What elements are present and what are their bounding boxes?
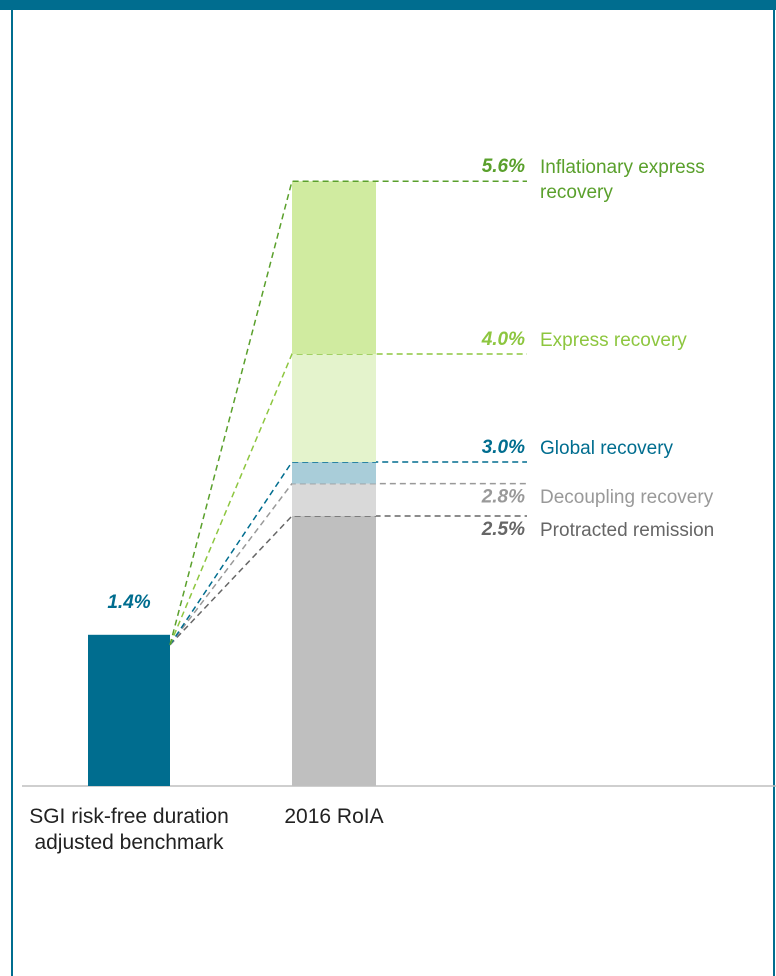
x-tick-label: SGI risk-free duration adjusted benchmar…: [29, 805, 229, 854]
scenario-value-label: 2.8%: [481, 487, 525, 508]
scenario-name: Global recovery: [540, 437, 674, 459]
top-bar: [0, 0, 776, 10]
scenario-name: Express recovery: [540, 329, 687, 351]
scenario-connector: [169, 515, 527, 646]
benchmark-bar: [88, 634, 170, 786]
scenario-segment: [292, 181, 376, 354]
benchmark-label: 1.4%: [107, 592, 150, 613]
scenario-value-label: 4.0%: [481, 329, 525, 350]
scenario-name: Protracted remission: [540, 519, 715, 541]
scenario-value-label: 5.6%: [482, 156, 525, 177]
scenario-name: Inflationary express recovery: [540, 156, 705, 203]
scenario-segment: [292, 516, 376, 786]
scenario-segment: [292, 462, 376, 484]
scenario-segment: [292, 483, 376, 516]
scenario-value-label: 3.0%: [482, 437, 525, 458]
scenario-value-label: 2.5%: [481, 519, 525, 540]
scenario-connector: [169, 461, 527, 646]
scenario-name: Decoupling recovery: [540, 487, 714, 509]
x-tick-label: 2016 RoIA: [284, 805, 384, 828]
scenario-segment: [292, 354, 376, 462]
